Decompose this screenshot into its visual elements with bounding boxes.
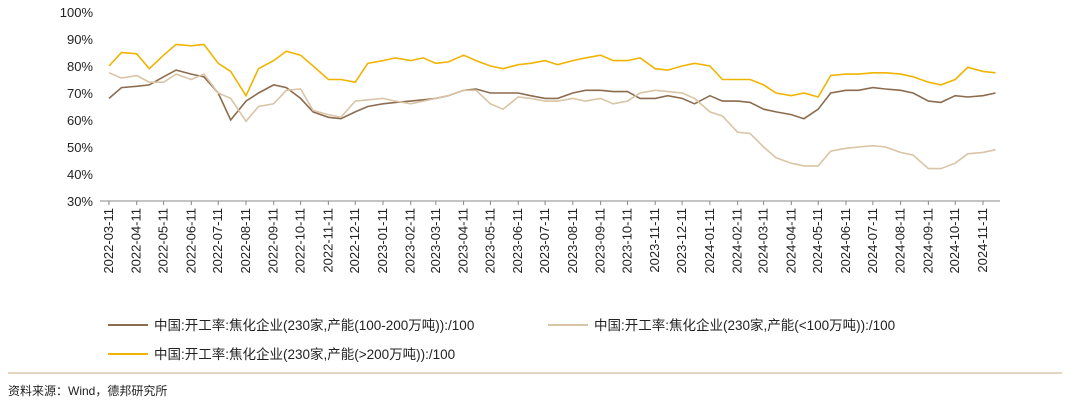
y-tick-label: 40%	[67, 167, 93, 182]
x-tick-label: 2023-06-11	[510, 208, 525, 274]
x-tick-label: 2022-06-11	[183, 208, 198, 274]
x-tick-label: 2023-10-11	[619, 208, 634, 274]
y-tick-label: 100%	[60, 5, 94, 20]
x-tick-label: 2024-08-11	[893, 208, 908, 274]
x-tick-label: 2024-10-11	[947, 208, 962, 274]
x-tick-label: 2022-10-11	[293, 208, 308, 274]
x-tick-label: 2024-11-11	[975, 208, 990, 273]
x-tick-label: 2024-04-11	[783, 208, 798, 274]
x-tick-label: 2022-05-11	[156, 208, 171, 274]
legend: 中国:开工率:焦化企业(230家,产能(100-200万吨)):/100 中国:开…	[108, 317, 895, 362]
y-tick-label: 60%	[67, 113, 93, 128]
x-tick-label: 2023-01-11	[375, 208, 390, 274]
x-tick-label: 2024-01-11	[702, 208, 717, 274]
x-tick-label: 2023-09-11	[593, 208, 608, 274]
x-tick-label: 2022-07-11	[210, 208, 225, 274]
y-tick-label: 80%	[67, 59, 93, 74]
legend-label: 中国:开工率:焦化企业(230家,产能(100-200万吨)):/100	[154, 317, 474, 333]
legend-label: 中国:开工率:焦化企业(230家,产能(>200万吨)):/100	[154, 346, 455, 362]
source-note: 资料来源：Wind，德邦研究所	[8, 383, 167, 398]
x-tick-label: 2022-09-11	[266, 208, 281, 274]
series-line	[108, 69, 996, 122]
x-tick-label: 2023-12-11	[674, 208, 689, 274]
x-tick-label: 2024-03-11	[756, 208, 771, 274]
x-tick-label: 2023-03-11	[428, 208, 443, 274]
x-tick-label: 2023-07-11	[537, 208, 552, 274]
x-tick-label: 2022-11-11	[320, 208, 335, 273]
x-tick-label: 2024-02-11	[730, 208, 745, 274]
legend-label: 中国:开工率:焦化企业(230家,产能(<100万吨)):/100	[594, 317, 895, 333]
y-tick-label: 70%	[67, 86, 93, 101]
x-tick-label: 2023-02-11	[403, 208, 418, 274]
x-tick-label: 2024-07-11	[865, 208, 880, 274]
x-tick-label: 2023-04-11	[456, 208, 471, 274]
x-tick-label: 2023-05-11	[482, 208, 497, 274]
series-line	[108, 43, 996, 98]
series-line	[108, 72, 996, 170]
y-tick-label: 50%	[67, 140, 93, 155]
x-tick-label: 2022-08-11	[238, 208, 253, 274]
x-tick-label: 2024-05-11	[810, 208, 825, 274]
x-tick-label: 2024-09-11	[920, 208, 935, 274]
y-tick-label: 90%	[67, 32, 93, 47]
x-tick-label: 2022-12-11	[347, 208, 362, 274]
x-tick-label: 2022-03-11	[101, 208, 116, 274]
x-tick-label: 2023-11-11	[647, 208, 662, 273]
y-tick-label: 30%	[67, 194, 93, 209]
x-tick-label: 2023-08-11	[565, 208, 580, 274]
x-tick-label: 2024-06-11	[838, 208, 853, 274]
x-tick-label: 2022-04-11	[129, 208, 144, 274]
